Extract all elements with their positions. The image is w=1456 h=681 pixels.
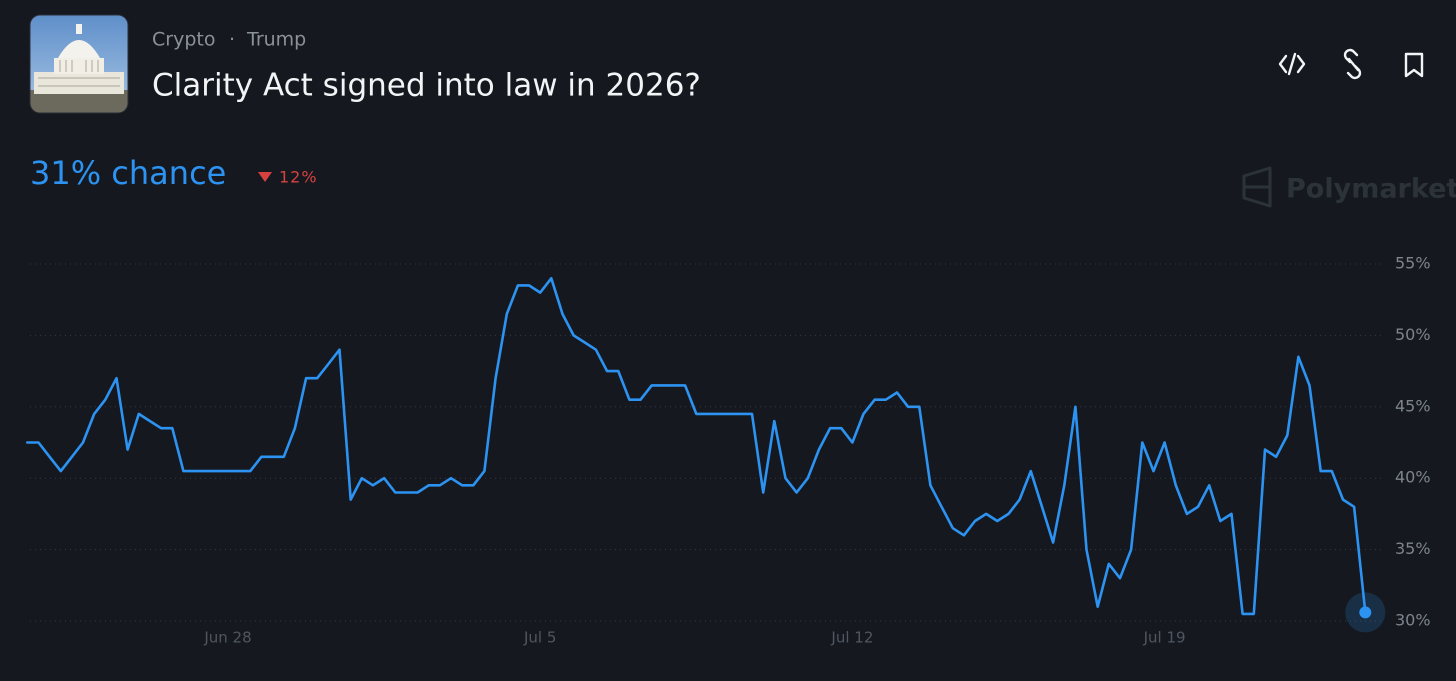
current-point: [1359, 606, 1372, 619]
y-tick-label: 50%: [1395, 325, 1431, 344]
price-chart: 30% 35% 40% 45% 50% 55% Jun 28 Jul 5 Jul 12 Jul 1…: [26, 254, 1431, 647]
change-value: 12%: [279, 168, 318, 187]
copy-link-button[interactable]: [1343, 48, 1362, 80]
embed-button[interactable]: [1278, 52, 1306, 76]
y-tick-label: 30%: [1395, 611, 1431, 630]
x-tick-label: Jul 5: [523, 629, 556, 647]
thumbnail-border: [29, 14, 129, 114]
price-line: [26, 277, 1367, 616]
y-tick-label: 55%: [1395, 254, 1431, 273]
watermark: Polymarket: [1286, 174, 1456, 205]
category-link[interactable]: Crypto: [152, 29, 215, 51]
x-tick-label: Jul 12: [830, 629, 873, 647]
breadcrumb-separator: ·: [229, 29, 235, 51]
market-thumbnail: [30, 15, 128, 113]
market-title: Clarity Act signed into law in 2026?: [152, 68, 701, 104]
y-tick-label: 35%: [1395, 539, 1431, 558]
bookmark-button[interactable]: [1404, 52, 1424, 78]
change-down-arrow: [258, 172, 272, 182]
watermark-logo: [1242, 166, 1272, 208]
y-tick-label: 45%: [1395, 396, 1431, 415]
tag-link[interactable]: Trump: [246, 29, 306, 51]
x-tick-label: Jul 19: [1143, 629, 1186, 647]
chance-value: 31% chance: [30, 154, 226, 192]
x-tick-label: Jun 28: [203, 629, 251, 647]
y-tick-label: 40%: [1395, 468, 1431, 487]
